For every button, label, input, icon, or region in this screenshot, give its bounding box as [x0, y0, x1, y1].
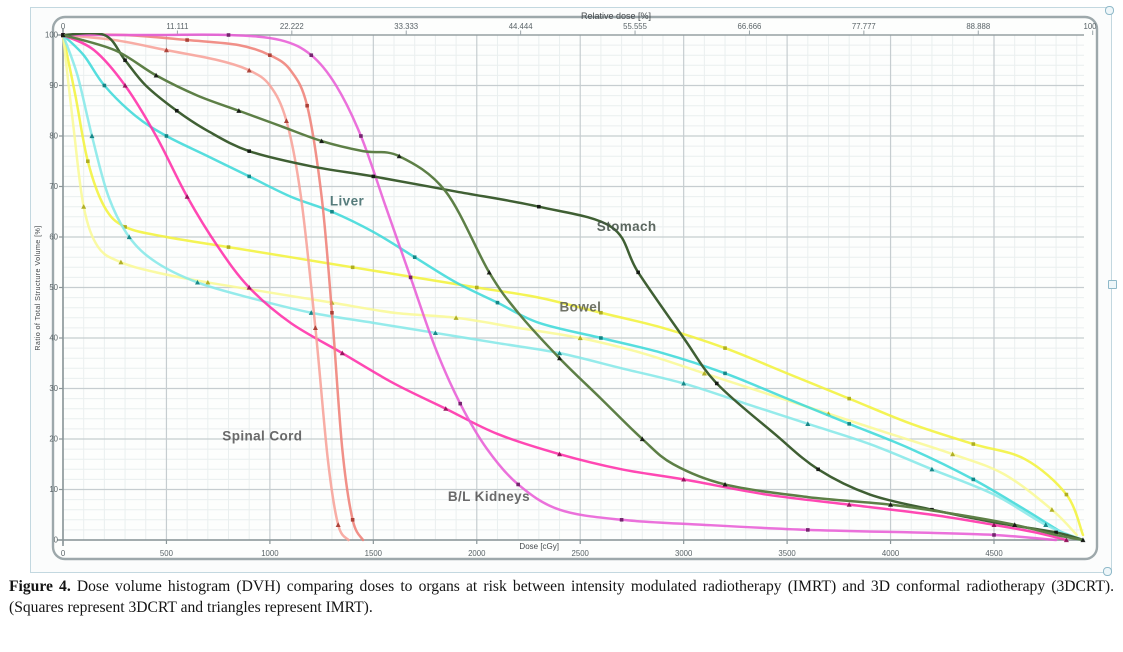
- svg-text:70: 70: [49, 182, 58, 191]
- resize-handle-bottom-right[interactable]: [1103, 567, 1112, 576]
- annotation-spinal-cord: Spinal Cord: [222, 428, 302, 443]
- svg-text:11.111: 11.111: [166, 22, 188, 31]
- svg-text:2500: 2500: [572, 549, 590, 558]
- svg-text:500: 500: [160, 549, 174, 558]
- figure-caption: Figure 4. Dose volume histogram (DVH) co…: [9, 576, 1114, 619]
- figure-caption-text: Dose volume histogram (DVH) comparing do…: [9, 578, 1114, 617]
- svg-text:30: 30: [49, 384, 58, 393]
- svg-text:50: 50: [49, 283, 58, 292]
- resize-handle-top-right[interactable]: [1105, 6, 1114, 15]
- svg-text:Ratio of Total Structure Volum: Ratio of Total Structure Volume [%]: [33, 225, 42, 350]
- svg-text:55.555: 55.555: [623, 22, 648, 31]
- svg-text:0: 0: [61, 549, 66, 558]
- annotation-liver: Liver: [330, 194, 365, 209]
- annotation-stomach: Stomach: [597, 219, 657, 234]
- annotation-b-l-kidneys: B/L Kidneys: [448, 489, 530, 504]
- figure-image[interactable]: Relative dose [%] 0 11.111 22.222 33.333 44.4…: [30, 6, 1117, 576]
- resize-handle-right[interactable]: [1108, 280, 1117, 289]
- svg-text:60: 60: [49, 233, 58, 242]
- annotation-bowel: Bowel: [560, 300, 602, 315]
- svg-text:1500: 1500: [365, 549, 383, 558]
- svg-text:1000: 1000: [261, 549, 279, 558]
- svg-text:3500: 3500: [778, 549, 796, 558]
- svg-text:4500: 4500: [985, 549, 1003, 558]
- svg-text:Relative dose [%]: Relative dose [%]: [581, 11, 651, 21]
- svg-text:0: 0: [54, 536, 59, 545]
- svg-text:80: 80: [49, 132, 58, 141]
- svg-text:Dose [cGy]: Dose [cGy]: [519, 542, 559, 551]
- svg-text:90: 90: [49, 81, 58, 90]
- svg-text:20: 20: [49, 435, 58, 444]
- svg-text:2000: 2000: [468, 549, 486, 558]
- svg-text:3000: 3000: [675, 549, 693, 558]
- dvh-chart: Relative dose [%] 0 11.111 22.222 33.333 44.4…: [33, 11, 1099, 561]
- svg-text:10: 10: [49, 485, 58, 494]
- svg-text:22.222: 22.222: [280, 22, 304, 31]
- svg-text:77.777: 77.777: [852, 22, 876, 31]
- svg-text:0: 0: [61, 22, 66, 31]
- svg-text:100: 100: [1083, 22, 1097, 31]
- figure-caption-label: Figure 4.: [9, 578, 71, 595]
- svg-text:100: 100: [45, 31, 59, 40]
- svg-text:4000: 4000: [882, 549, 900, 558]
- svg-text:66.666: 66.666: [738, 22, 762, 31]
- svg-text:40: 40: [49, 334, 58, 343]
- svg-text:33.333: 33.333: [394, 22, 418, 31]
- svg-text:44.444: 44.444: [509, 22, 534, 31]
- svg-text:88.888: 88.888: [966, 22, 990, 31]
